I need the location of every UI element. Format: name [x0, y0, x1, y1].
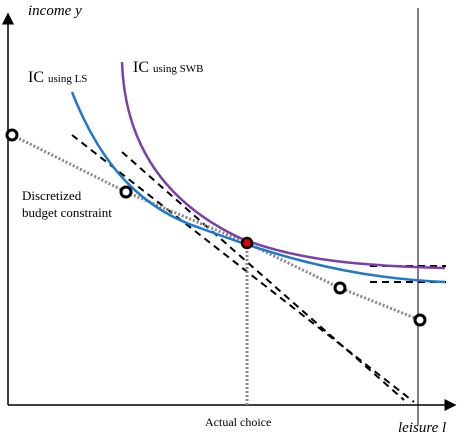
chosen-point — [240, 236, 254, 250]
tangent-swb — [121, 151, 405, 401]
budget-label: Discretized — [22, 188, 82, 203]
ic-swb-curve — [120, 61, 446, 270]
budget-points — [5, 128, 427, 327]
y-axis-label: income y — [28, 3, 82, 19]
ic-ls-label: IC using LS — [28, 69, 87, 86]
choice-label: Actual choice — [205, 415, 271, 429]
ic-swb-label: IC using SWB — [133, 59, 203, 76]
budget-constraint — [11, 133, 421, 322]
tangent-ls — [71, 134, 415, 403]
ic-ls-curve — [70, 91, 446, 284]
x-axis-label: leisure l — [398, 420, 446, 436]
budget-label: budget constraint — [22, 205, 112, 220]
